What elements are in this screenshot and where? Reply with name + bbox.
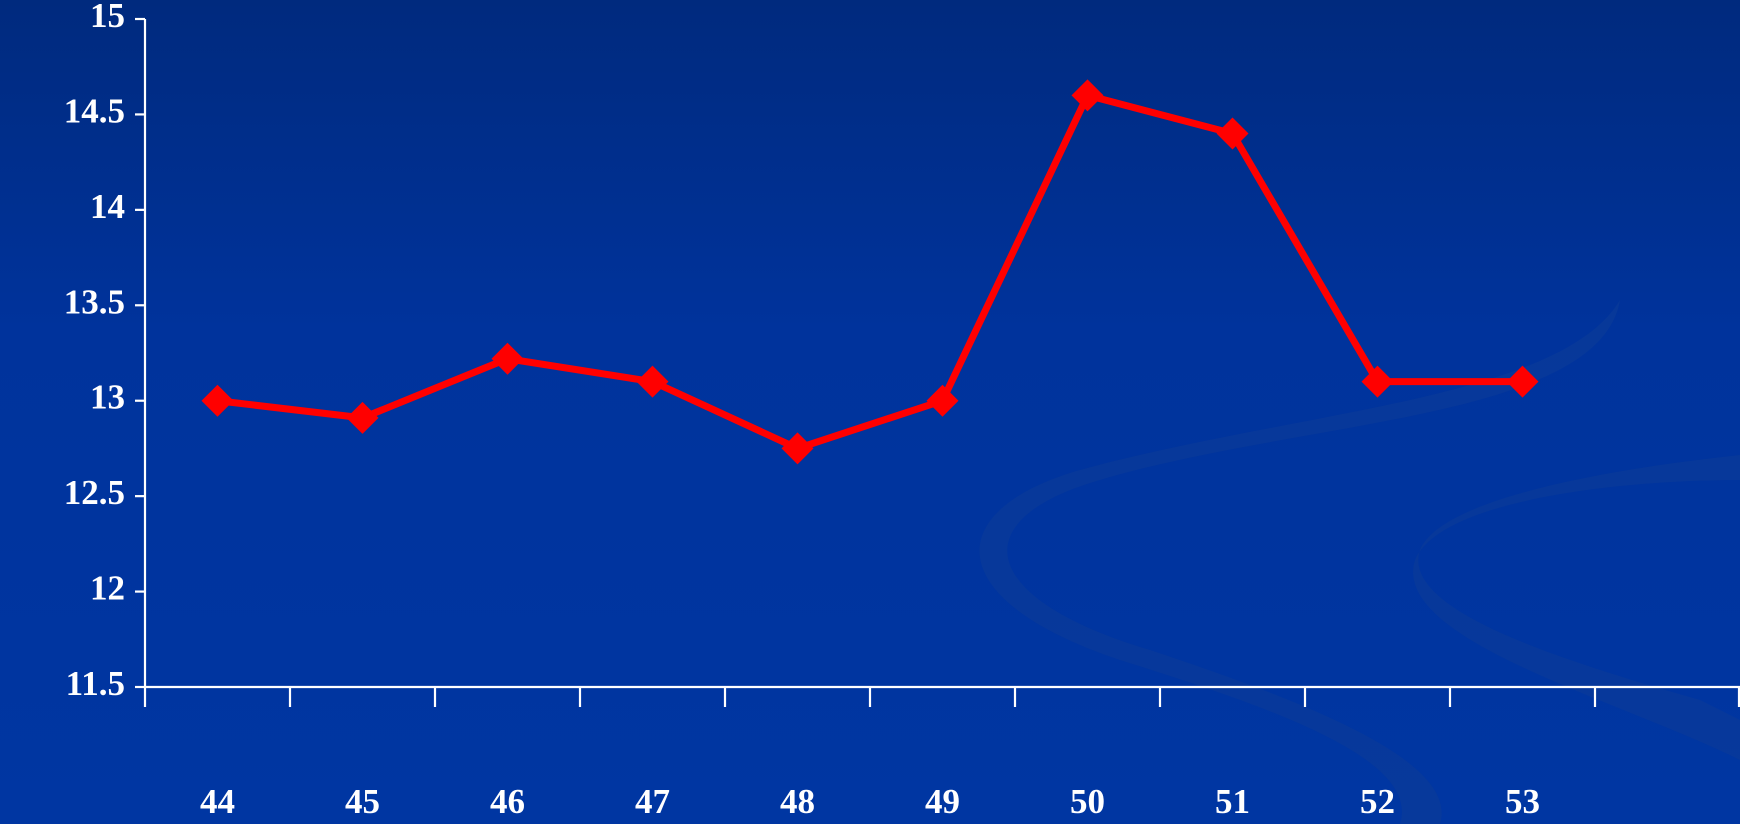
data-point <box>1071 79 1104 112</box>
x-tick-label: 51 <box>1215 782 1250 821</box>
data-point <box>926 384 959 417</box>
y-tick-label: 13.5 <box>64 282 125 321</box>
x-tick-label: 52 <box>1360 782 1395 821</box>
x-tick-label: 46 <box>490 782 525 821</box>
data-point <box>491 342 524 375</box>
data-point <box>781 432 814 465</box>
data-point <box>1506 365 1539 398</box>
y-tick-label: 14.5 <box>64 91 125 130</box>
x-tick-label: 44 <box>200 782 235 821</box>
decor-swirl <box>1413 455 1740 760</box>
x-tick-label: 48 <box>780 782 815 821</box>
x-tick-label: 49 <box>925 782 960 821</box>
y-tick-label: 14 <box>90 187 125 226</box>
data-point <box>636 365 669 398</box>
x-tick-label: 53 <box>1505 782 1540 821</box>
data-point <box>1361 365 1394 398</box>
y-tick-label: 11.5 <box>66 664 125 703</box>
data-line <box>217 91 1523 452</box>
x-tick-label: 45 <box>345 782 380 821</box>
data-point <box>201 384 234 417</box>
x-tick-label: 50 <box>1070 782 1105 821</box>
data-point <box>1216 117 1249 150</box>
data-point <box>346 401 379 434</box>
y-tick-label: 12 <box>90 569 125 608</box>
y-tick-label: 13 <box>90 378 125 417</box>
y-tick-label: 15 <box>90 0 125 35</box>
decor-swirl <box>979 300 1620 824</box>
y-tick-label: 12.5 <box>64 473 125 512</box>
x-tick-label: 47 <box>635 782 670 821</box>
